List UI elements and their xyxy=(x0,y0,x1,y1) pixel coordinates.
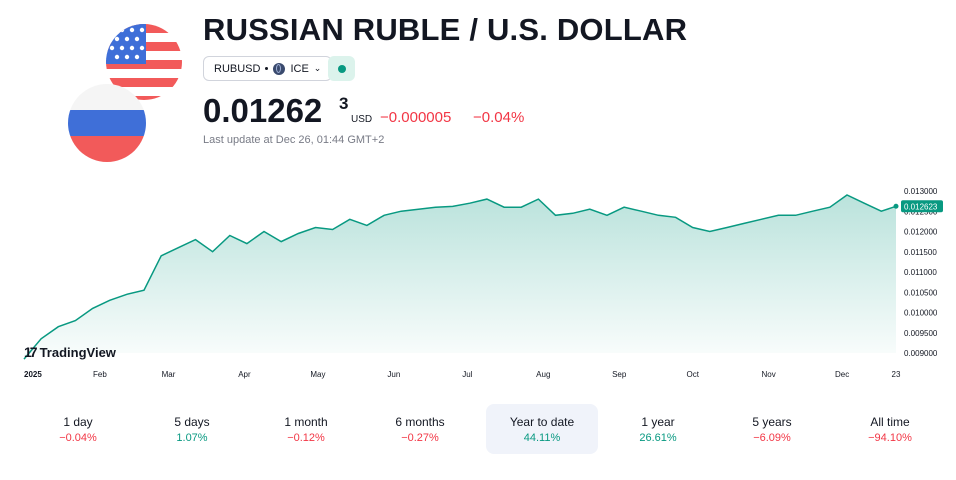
y-tick-label: 0.011000 xyxy=(904,268,937,277)
x-axis: 2025 Feb Mar Apr May Jun Jul Aug Sep Oct Nov Dec 23 xyxy=(24,370,901,379)
last-value-badge: 0.012623 xyxy=(893,200,943,213)
tradingview-logo[interactable]: 17 TradingView xyxy=(24,344,116,360)
y-tick-label: 0.012000 xyxy=(904,228,938,237)
period-selector: 1 day −0.04% 5 days 1.07% 1 month −0.12% 6 mon… xyxy=(22,404,934,454)
period-1-year[interactable]: 1 year 26.61% xyxy=(602,404,714,454)
x-tick-label: 2025 xyxy=(24,370,42,379)
tradingview-mark-icon: 17 xyxy=(24,344,38,360)
period-1-day[interactable]: 1 day −0.04% xyxy=(22,404,134,454)
last-value-label: 0.012623 xyxy=(904,202,938,211)
period-change: −94.10% xyxy=(868,432,912,444)
tradingview-logo-text: TradingView xyxy=(39,344,116,360)
period-6-months[interactable]: 6 months −0.27% xyxy=(364,404,476,454)
symbol-selector[interactable]: RUBUSD ICE ⌄ xyxy=(203,56,333,81)
x-tick-label: May xyxy=(310,370,325,379)
period-change: −0.04% xyxy=(59,432,97,444)
y-tick-label: 0.013000 xyxy=(904,187,938,196)
x-tick-label: Jul xyxy=(462,370,472,379)
y-tick-label: 0.009500 xyxy=(904,329,938,338)
last-price-superscript: 3 xyxy=(339,94,349,113)
russia-flag-icon xyxy=(68,84,146,162)
period-label: 5 years xyxy=(752,415,792,429)
page-title: RUSSIAN RUBLE / U.S. DOLLAR xyxy=(203,12,688,47)
period-change: −6.09% xyxy=(753,432,791,444)
separator-dot xyxy=(265,67,269,70)
period-5-days[interactable]: 5 days 1.07% xyxy=(136,404,248,454)
last-point xyxy=(893,203,899,209)
x-tick-label: 23 xyxy=(892,370,901,379)
price-change-percent: −0.04% xyxy=(473,109,525,126)
period-label: Year to date xyxy=(509,415,575,429)
symbol-label: RUBUSD xyxy=(214,62,261,75)
period-label: 1 month xyxy=(284,415,328,429)
price-change: −0.000005 xyxy=(380,109,452,126)
period-year-to-date[interactable]: Year to date 44.11% xyxy=(486,404,598,454)
exchange-label: ICE xyxy=(290,62,309,75)
period-change: 26.61% xyxy=(639,432,677,444)
x-tick-label: Mar xyxy=(162,370,176,379)
last-value-badge-bg xyxy=(901,200,943,213)
period-change: 1.07% xyxy=(176,432,208,444)
y-tick-label: 0.010000 xyxy=(904,309,938,318)
period-label: 1 day xyxy=(63,415,93,429)
x-tick-label: Feb xyxy=(93,370,107,379)
period-all-time[interactable]: All time −94.10% xyxy=(834,404,946,454)
market-status-button[interactable] xyxy=(328,56,355,81)
currency-flags xyxy=(68,24,184,162)
price-chart[interactable]: 2025 Feb Mar Apr May Jun Jul Aug Sep Oct Nov Dec 23 … xyxy=(0,165,956,385)
period-change: −0.27% xyxy=(401,432,439,444)
price-line xyxy=(23,194,897,360)
period-label: 5 days xyxy=(174,415,210,429)
x-tick-label: Dec xyxy=(835,370,849,379)
y-tick-label: 0.009000 xyxy=(904,349,938,358)
x-tick-label: Sep xyxy=(612,370,627,379)
period-label: 6 months xyxy=(395,415,445,429)
period-label: 1 year xyxy=(641,415,675,429)
price-currency: USD xyxy=(351,114,373,125)
price-area xyxy=(24,195,896,360)
period-5-years[interactable]: 5 years −6.09% xyxy=(716,404,828,454)
y-tick-label: 0.010500 xyxy=(904,288,938,297)
chevron-down-icon: ⌄ xyxy=(313,63,322,73)
x-tick-label: Nov xyxy=(762,370,776,379)
market-status-dot-icon xyxy=(337,64,346,73)
y-axis: 0.0130000.0125000.0120000.0115000.011000… xyxy=(904,187,938,358)
last-update-text: Last update at Dec 26, 01:44 GMT+2 xyxy=(203,134,385,146)
x-tick-label: Apr xyxy=(238,370,251,379)
us-flag-icon xyxy=(106,24,182,100)
last-price: 0.01262 xyxy=(203,92,323,129)
period-label: All time xyxy=(870,415,910,429)
period-1-month[interactable]: 1 month −0.12% xyxy=(250,404,362,454)
x-tick-label: Aug xyxy=(536,370,550,379)
exchange-globe-icon xyxy=(273,62,286,75)
y-tick-label: 0.011500 xyxy=(904,248,937,257)
period-change: 44.11% xyxy=(523,432,561,444)
period-change: −0.12% xyxy=(287,432,325,444)
x-tick-label: Jun xyxy=(387,370,400,379)
x-tick-label: Oct xyxy=(686,370,699,379)
